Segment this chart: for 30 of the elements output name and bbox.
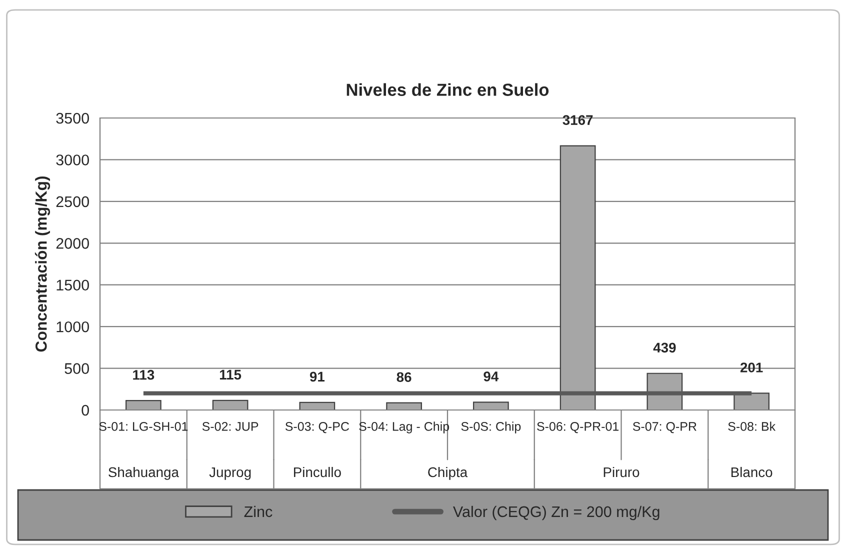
text: Shahuanga bbox=[108, 466, 179, 480]
chart-title: Niveles de Zinc en Suelo bbox=[346, 83, 549, 96]
y-tick-label: 2500 bbox=[56, 196, 89, 208]
legend-label: Valor (CEQG) Zn = 200 mg/Kg bbox=[453, 506, 660, 520]
data-label: 439 bbox=[653, 342, 676, 353]
y-tick-label: 3000 bbox=[56, 154, 89, 166]
x-tick-label: S-06: Q-PR-01 bbox=[537, 422, 619, 434]
y-axis-title: Concentración (mg/Kg) bbox=[34, 176, 50, 352]
y-tick-label: 1000 bbox=[56, 321, 89, 332]
y-tick-label: 2000 bbox=[56, 238, 89, 249]
data-label: 86 bbox=[396, 372, 412, 382]
text: Pincullo bbox=[294, 466, 341, 478]
legend-label: Zinc bbox=[244, 506, 272, 518]
x-tick-label: S-03: Q-PC bbox=[285, 422, 350, 434]
data-label: 91 bbox=[310, 372, 325, 382]
y-tick-label: 500 bbox=[64, 363, 89, 374]
text: Blanco bbox=[731, 466, 772, 478]
y-tick-label: 1500 bbox=[56, 280, 89, 291]
x-tick-label: S-07: Q-PR bbox=[632, 422, 696, 434]
y-tick-label: 0 bbox=[82, 404, 89, 416]
x-tick-label: S-08: Bk bbox=[728, 422, 776, 431]
data-label: 113 bbox=[133, 370, 154, 380]
x-tick-label: S-02: JUP bbox=[202, 422, 258, 431]
text: Piruro bbox=[604, 466, 640, 478]
y-tick-label: 3500 bbox=[56, 112, 89, 124]
data-label: 115 bbox=[220, 370, 242, 380]
x-tick-label: S-0S: Chip bbox=[461, 422, 521, 434]
text: Juprog bbox=[209, 467, 251, 480]
data-label: 94 bbox=[484, 372, 499, 382]
text: Chipta bbox=[428, 466, 468, 480]
